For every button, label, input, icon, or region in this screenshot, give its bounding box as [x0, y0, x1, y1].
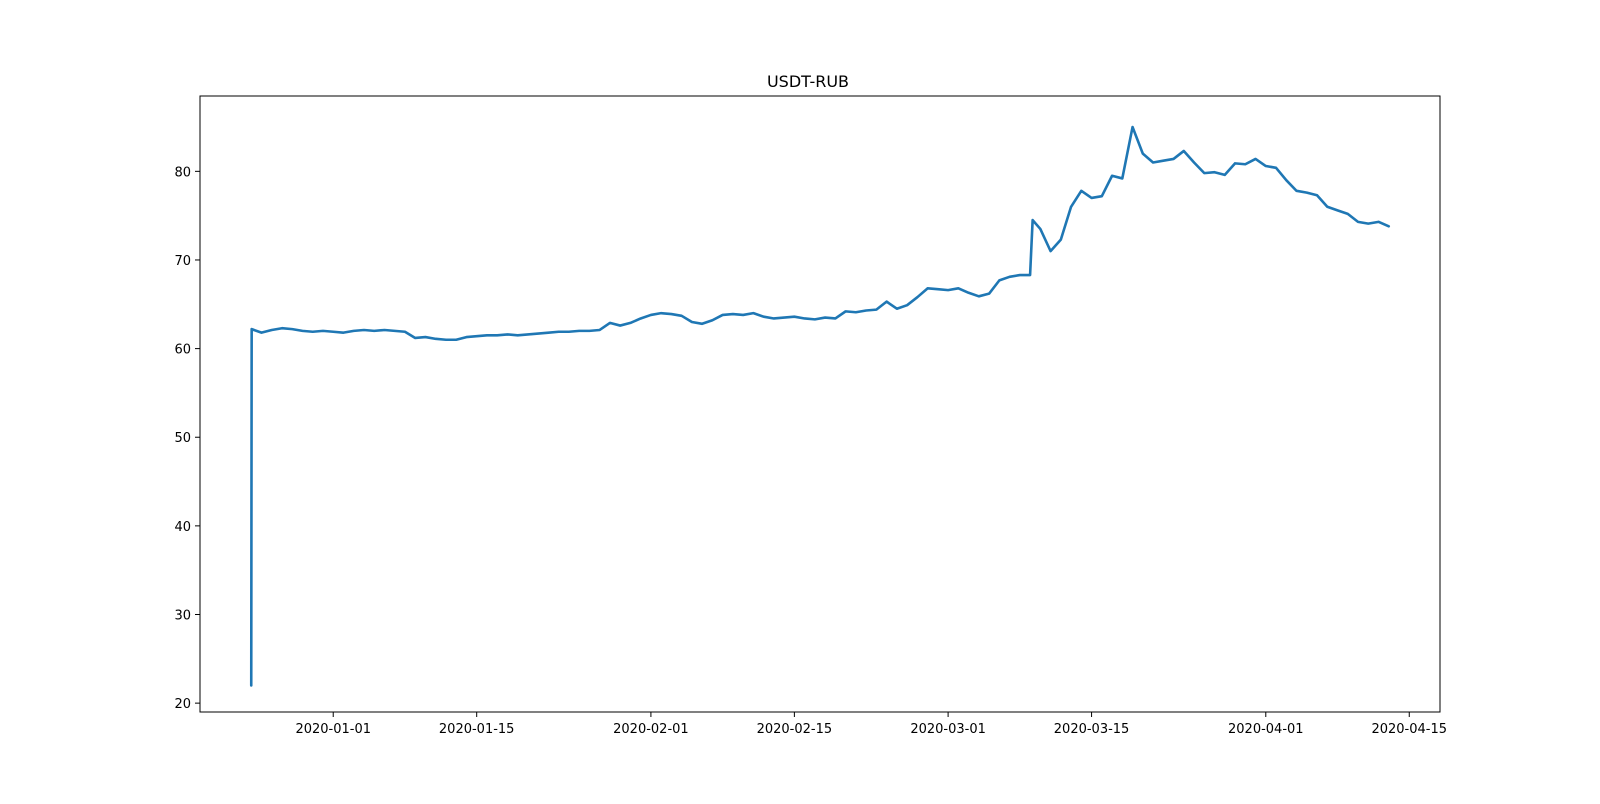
x-tick-label: 2020-04-01 [1228, 722, 1304, 737]
y-tick-label: 40 [174, 520, 191, 535]
y-tick-label: 50 [174, 431, 191, 446]
y-tick-label: 70 [174, 254, 191, 269]
x-axis: 2020-01-01 2020-01-15 2020-02-01 2020-02-15… [295, 712, 1447, 737]
series-line-usdt-rub [249, 125, 1391, 687]
x-tick-label: 2020-03-01 [910, 722, 986, 737]
y-axis: 20 30 40 50 60 70 80 [174, 165, 200, 712]
x-tick-label: 2020-02-01 [613, 722, 689, 737]
y-tick-label: 20 [174, 697, 191, 712]
chart-title: USDT-RUB [767, 72, 849, 91]
x-tick-label: 2020-03-15 [1054, 722, 1130, 737]
y-tick-label: 60 [174, 343, 191, 358]
x-tick-label: 2020-01-01 [295, 722, 371, 737]
y-tick-label: 30 [174, 609, 191, 624]
x-tick-label: 2020-04-15 [1371, 722, 1447, 737]
x-tick-label: 2020-02-15 [757, 722, 833, 737]
plot-frame [199, 95, 1441, 713]
series-layer [249, 125, 1391, 687]
y-tick-label: 80 [174, 165, 191, 180]
x-tick-label: 2020-01-15 [439, 722, 515, 737]
